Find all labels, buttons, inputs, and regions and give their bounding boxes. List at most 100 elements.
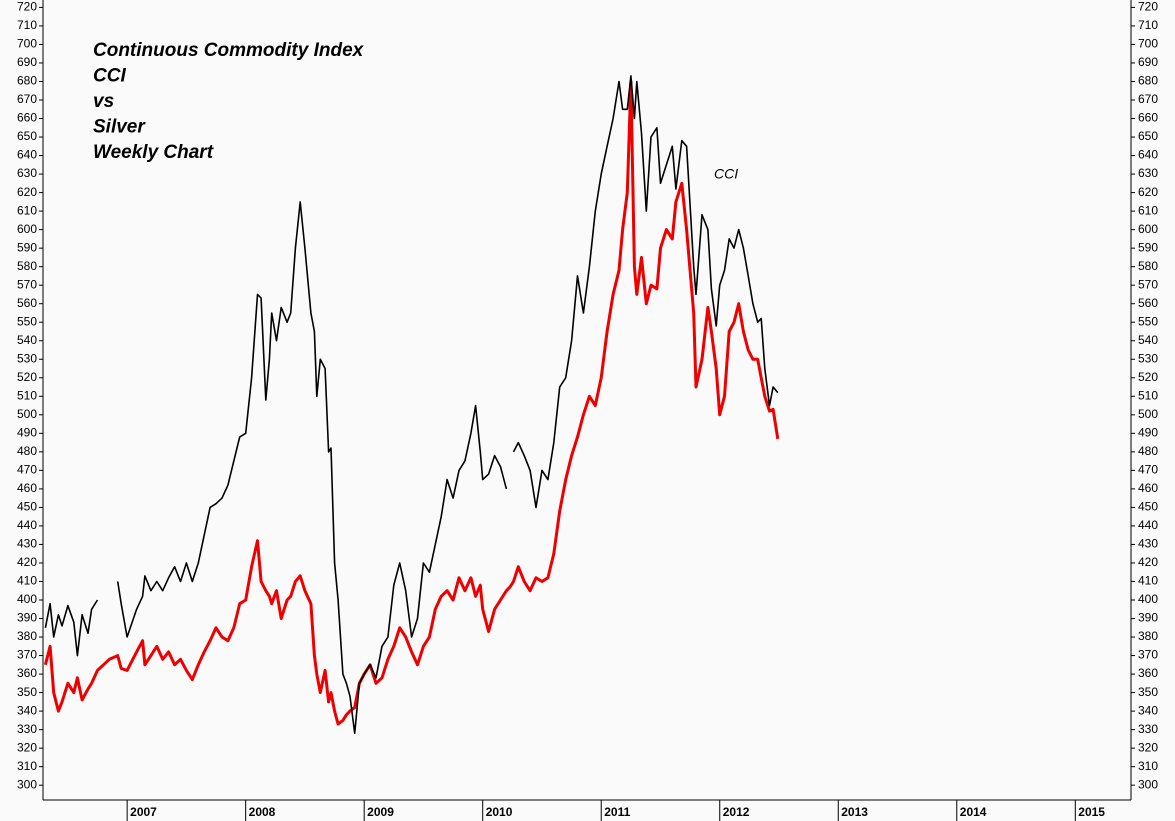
y-tick-label: 500 bbox=[17, 407, 37, 421]
y-tick-label: 540 bbox=[17, 333, 37, 347]
y-tick-label: 720 bbox=[17, 0, 37, 14]
x-tick-label: 2009 bbox=[367, 805, 394, 819]
y-tick-label: 640 bbox=[17, 148, 37, 162]
y-tick-label: 470 bbox=[17, 463, 37, 477]
y-tick-label-right: 300 bbox=[1138, 777, 1158, 791]
y-tick-label-right: 380 bbox=[1138, 629, 1158, 643]
x-tick-label: 2014 bbox=[960, 805, 987, 819]
chart-title: CCI bbox=[93, 66, 126, 87]
y-tick-label-right: 350 bbox=[1138, 685, 1158, 699]
y-tick-label-right: 310 bbox=[1138, 759, 1158, 773]
y-tick-label-right: 440 bbox=[1138, 518, 1158, 532]
x-tick-label: 2007 bbox=[130, 805, 157, 819]
y-tick-label-right: 620 bbox=[1138, 185, 1158, 199]
y-tick-label: 530 bbox=[17, 351, 37, 365]
y-tick-label-right: 400 bbox=[1138, 592, 1158, 606]
series-line bbox=[43, 80, 780, 726]
y-tick-label-right: 480 bbox=[1138, 444, 1158, 458]
x-tick-label: 2012 bbox=[723, 805, 750, 819]
chart-title: vs bbox=[93, 91, 114, 112]
y-tick-label-right: 630 bbox=[1138, 166, 1158, 180]
y-tick-label-right: 570 bbox=[1138, 277, 1158, 291]
y-tick-label-right: 370 bbox=[1138, 648, 1158, 662]
y-tick-label: 690 bbox=[17, 55, 37, 69]
y-tick-label: 550 bbox=[17, 314, 37, 328]
y-tick-label-right: 690 bbox=[1138, 55, 1158, 69]
y-tick-label: 460 bbox=[17, 481, 37, 495]
y-tick-label: 350 bbox=[17, 685, 37, 699]
y-tick-label-right: 450 bbox=[1138, 500, 1158, 514]
series-label: CCI bbox=[714, 166, 738, 182]
y-tick-label-right: 430 bbox=[1138, 537, 1158, 551]
y-tick-label: 480 bbox=[17, 444, 37, 458]
y-tick-label-right: 420 bbox=[1138, 555, 1158, 569]
x-tick-label: 2008 bbox=[249, 805, 276, 819]
y-tick-label: 380 bbox=[17, 629, 37, 643]
y-tick-label: 680 bbox=[17, 74, 37, 88]
y-tick-label: 670 bbox=[17, 92, 37, 106]
y-tick-label-right: 500 bbox=[1138, 407, 1158, 421]
y-tick-label-right: 530 bbox=[1138, 351, 1158, 365]
y-tick-label-right: 590 bbox=[1138, 240, 1158, 254]
y-tick-label-right: 670 bbox=[1138, 92, 1158, 106]
y-tick-label: 490 bbox=[17, 426, 37, 440]
title-block: Continuous Commodity Index CCI vs Silver Wee… bbox=[93, 40, 365, 163]
y-tick-label: 560 bbox=[17, 296, 37, 310]
y-tick-label-right: 520 bbox=[1138, 370, 1158, 384]
y-tick-label: 340 bbox=[17, 703, 37, 717]
y-tick-label: 400 bbox=[17, 592, 37, 606]
y-tick-label: 430 bbox=[17, 537, 37, 551]
y-tick-label-right: 600 bbox=[1138, 222, 1158, 236]
y-tick-label: 710 bbox=[17, 18, 37, 32]
y-tick-label: 330 bbox=[17, 722, 37, 736]
y-tick-label: 600 bbox=[17, 222, 37, 236]
y-tick-label-right: 610 bbox=[1138, 203, 1158, 217]
y-tick-label: 450 bbox=[17, 500, 37, 514]
y-tick-label-right: 710 bbox=[1138, 18, 1158, 32]
y-tick-label-right: 410 bbox=[1138, 574, 1158, 588]
y-tick-label: 440 bbox=[17, 518, 37, 532]
y-tick-label-right: 640 bbox=[1138, 148, 1158, 162]
y-tick-label-right: 700 bbox=[1138, 37, 1158, 51]
y-tick-label-right: 470 bbox=[1138, 463, 1158, 477]
y-tick-label-right: 720 bbox=[1138, 0, 1158, 14]
y-tick-label: 410 bbox=[17, 574, 37, 588]
y-tick-label: 320 bbox=[17, 740, 37, 754]
y-tick-label-right: 490 bbox=[1138, 426, 1158, 440]
y-tick-label-right: 360 bbox=[1138, 666, 1158, 680]
chart-title: Weekly Chart bbox=[93, 142, 214, 163]
y-tick-label-right: 550 bbox=[1138, 314, 1158, 328]
y-tick-label-right: 340 bbox=[1138, 703, 1158, 717]
y-tick-label: 360 bbox=[17, 666, 37, 680]
y-tick-label: 610 bbox=[17, 203, 37, 217]
x-tick-label: 2010 bbox=[486, 805, 513, 819]
y-tick-label: 510 bbox=[17, 388, 37, 402]
y-tick-label: 300 bbox=[17, 777, 37, 791]
y-tick-label-right: 540 bbox=[1138, 333, 1158, 347]
y-tick-label: 310 bbox=[17, 759, 37, 773]
x-tick-label: 2013 bbox=[841, 805, 868, 819]
y-tick-label: 620 bbox=[17, 185, 37, 199]
y-tick-label-right: 320 bbox=[1138, 740, 1158, 754]
y-tick-label: 390 bbox=[17, 611, 37, 625]
y-tick-label-right: 680 bbox=[1138, 74, 1158, 88]
y-tick-label: 590 bbox=[17, 240, 37, 254]
chart-title: Silver bbox=[93, 117, 146, 138]
y-tick-label-right: 660 bbox=[1138, 111, 1158, 125]
y-tick-label-right: 510 bbox=[1138, 388, 1158, 402]
y-tick-label: 660 bbox=[17, 111, 37, 125]
y-tick-label: 570 bbox=[17, 277, 37, 291]
series-line bbox=[44, 75, 779, 735]
y-tick-label: 420 bbox=[17, 555, 37, 569]
x-tick-label: 2015 bbox=[1078, 805, 1105, 819]
y-tick-label-right: 560 bbox=[1138, 296, 1158, 310]
y-tick-label-right: 330 bbox=[1138, 722, 1158, 736]
y-tick-label: 370 bbox=[17, 648, 37, 662]
y-tick-label-right: 390 bbox=[1138, 611, 1158, 625]
y-tick-label: 650 bbox=[17, 129, 37, 143]
y-tick-label: 700 bbox=[17, 37, 37, 51]
y-tick-label: 580 bbox=[17, 259, 37, 273]
y-tick-label: 630 bbox=[17, 166, 37, 180]
